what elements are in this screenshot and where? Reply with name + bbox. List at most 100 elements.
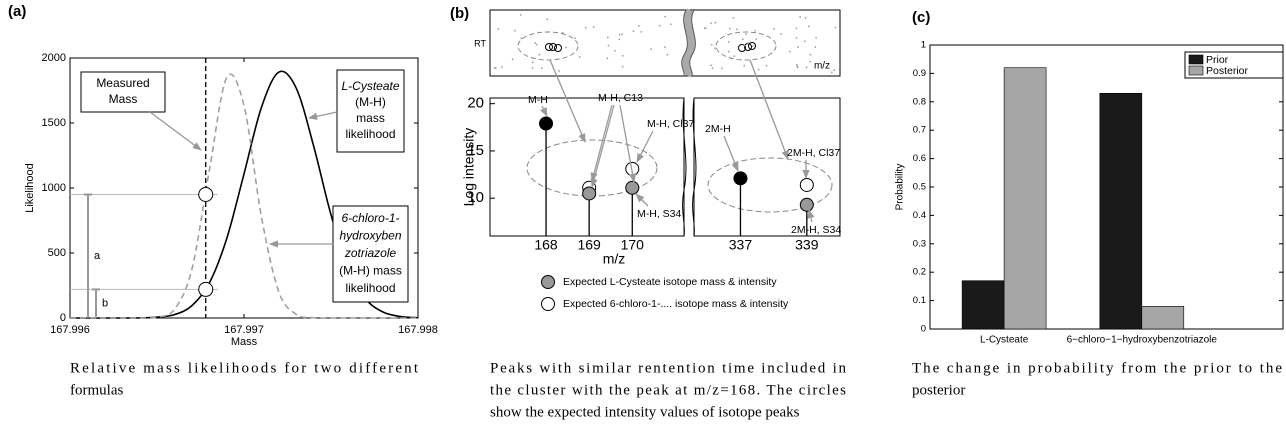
rt-dot (728, 50, 730, 53)
rt-dot (536, 43, 538, 46)
x-tick-label: 339 (795, 237, 819, 253)
y-tick-label: 2000 (42, 52, 66, 64)
arrow (540, 105, 548, 117)
y-tick-label: 0 (921, 324, 926, 335)
rt-dot (804, 17, 807, 19)
rt-dot (534, 42, 536, 44)
legend-swatch (1188, 54, 1204, 65)
annotation-text: likelihood (345, 127, 395, 141)
caption-line: Relative mass likelihoods for two differ… (70, 360, 419, 376)
rt-dot (640, 31, 643, 33)
axis-break (685, 97, 693, 237)
y-tick-label: 0.4 (913, 210, 926, 221)
caption-line: posterior (912, 382, 965, 398)
axis-break (681, 9, 688, 77)
panel-label: (a) (8, 3, 26, 20)
peak (799, 177, 814, 192)
caption-line: The change in probability from the prior… (912, 360, 1282, 376)
rt-dot (592, 26, 595, 28)
y-axis-label: Probability (895, 164, 906, 211)
rt-dot (541, 67, 543, 69)
peak (625, 180, 640, 195)
rt-dot (494, 67, 496, 69)
rt-dot (565, 46, 567, 49)
legend-text: Expected 6-chloro-1-.... isotope mass & … (563, 298, 789, 310)
rt-dot (621, 55, 624, 57)
caption-line: Peaks with similar rentention time inclu… (490, 360, 847, 376)
arrow (749, 59, 789, 160)
panel-label: (b) (450, 5, 469, 22)
rt-dot (561, 32, 564, 34)
peak-circle (748, 42, 756, 50)
y-tick-label: 0.2 (913, 267, 926, 278)
rt-dot (789, 50, 791, 53)
annotation-text: L-Cysteate (341, 79, 399, 93)
rt-dot (833, 69, 836, 71)
arrow (308, 111, 338, 120)
peak-annotation: M-H, S34 (637, 208, 682, 220)
rt-dot (799, 16, 801, 18)
annotation-text: (M-H) mass (339, 264, 402, 278)
arrow (549, 59, 586, 143)
x-tick-label: 167.996 (50, 324, 90, 336)
rt-dot (538, 53, 541, 56)
rt-dot (638, 25, 640, 27)
rt-dot (578, 56, 581, 58)
bar (961, 280, 1005, 330)
x-tick-label: 168 (534, 237, 558, 253)
arrow (619, 104, 637, 183)
axis-break (689, 9, 696, 77)
arrow (590, 104, 613, 182)
rt-dot (670, 23, 672, 26)
rt-dot (621, 33, 623, 35)
x-tick-label: 169 (577, 237, 601, 253)
rt-dot (736, 28, 738, 31)
rt-dot (797, 46, 799, 48)
rt-dot (780, 33, 782, 35)
axis-break (682, 8, 695, 78)
rt-dot (729, 27, 731, 30)
rt-dot (497, 28, 500, 30)
rt-dot (495, 66, 497, 69)
cluster-ellipse (517, 31, 579, 61)
legend-swatch (1188, 65, 1204, 76)
y-tick-label: 10 (467, 189, 484, 206)
plot-frame (489, 97, 685, 237)
rt-dot (714, 21, 717, 24)
rt-dot (546, 31, 548, 33)
arrow (635, 193, 649, 207)
y-tick-label: 0.5 (913, 182, 926, 193)
rt-dot (618, 38, 621, 41)
rt-dot (765, 64, 768, 67)
legend-marker (541, 275, 555, 289)
bar (1141, 305, 1185, 330)
rt-dot (757, 68, 760, 71)
legend-text: Expected L-Cysteate isotope mass & inten… (563, 276, 777, 288)
legend-marker (541, 297, 555, 311)
rt-dot (520, 14, 522, 16)
rt-dot (606, 57, 609, 60)
rt-dot (514, 29, 516, 32)
legend-text: Posterior (1206, 65, 1249, 77)
bracket-label: b (102, 298, 108, 310)
rt-dot (815, 37, 817, 39)
rt-dot (733, 55, 736, 57)
rt-dot (747, 42, 749, 44)
peak-annotation: M-H (528, 94, 548, 106)
peak (582, 186, 597, 201)
rt-dot (727, 41, 730, 43)
rt-dot (650, 48, 652, 50)
annotation-text: (M-H) (355, 95, 386, 109)
rt-dot (809, 53, 812, 56)
annotation-text: hydroxyben (339, 229, 401, 243)
rt-dot (805, 66, 808, 69)
rt-dot (745, 33, 747, 35)
rt-dot (664, 15, 666, 18)
annotation-text: Measured (96, 76, 149, 90)
rt-dot (574, 37, 576, 39)
y-tick-label: 0.6 (913, 153, 926, 164)
rt-dot (531, 67, 534, 69)
caption-line: show the expected intensity values of is… (490, 404, 800, 420)
rt-dot (607, 36, 609, 39)
rt-dot (558, 70, 560, 72)
